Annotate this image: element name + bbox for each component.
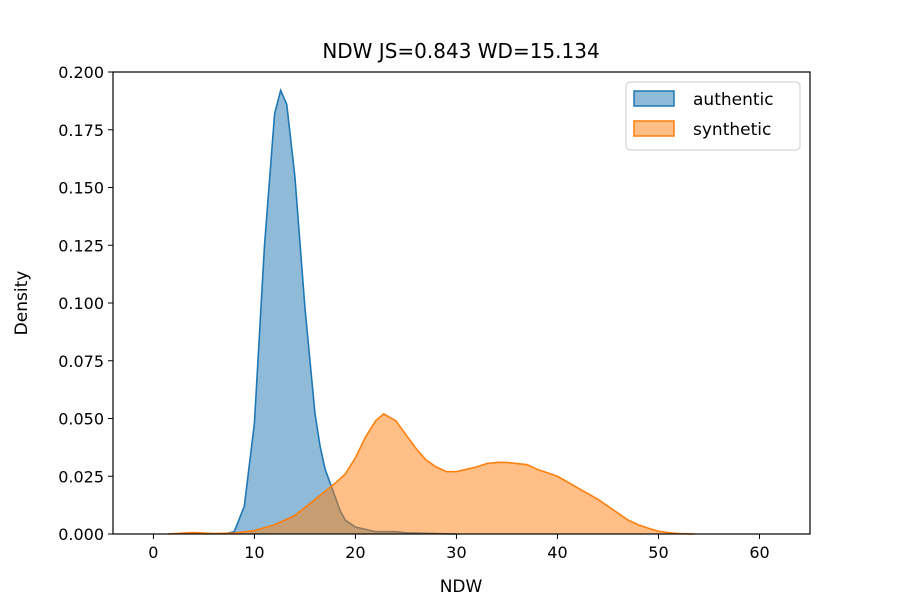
legend-label-authentic: authentic [693, 90, 774, 110]
x-axis-label: NDW [440, 577, 483, 597]
series-layer [168, 88, 694, 535]
y-tick-label: 0.100 [58, 294, 104, 313]
x-tick-label: 60 [749, 543, 769, 562]
legend-swatch-authentic [633, 90, 675, 107]
x-tick-label: 40 [547, 543, 567, 562]
y-tick-label: 0.000 [58, 525, 104, 544]
area-synthetic [168, 413, 694, 534]
chart-title: NDW JS=0.843 WD=15.134 [322, 39, 599, 63]
x-tick-label: 0 [148, 543, 158, 562]
legend: authentic synthetic [625, 81, 801, 151]
axes-layer: 0 10 20 30 40 50 60 0.000 0.025 0.050 0.075 0.100 0.… [58, 63, 769, 562]
x-tick-label: 20 [345, 543, 365, 562]
y-axis-label: Density [12, 271, 32, 336]
x-tick-label: 10 [244, 543, 264, 562]
y-tick-label: 0.075 [58, 352, 104, 371]
x-tick-label: 50 [648, 543, 668, 562]
y-tick-label: 0.025 [58, 467, 104, 486]
x-tick-label: 30 [446, 543, 466, 562]
y-tick-label: 0.175 [58, 121, 104, 140]
y-tick-label: 0.125 [58, 236, 104, 255]
y-tick-label: 0.050 [58, 410, 104, 429]
legend-label-synthetic: synthetic [693, 120, 771, 140]
area-authentic [224, 90, 457, 534]
line-synthetic [168, 412, 694, 535]
y-tick-label: 0.200 [58, 63, 104, 82]
y-tick-label: 0.150 [58, 179, 104, 198]
plot-frame [112, 71, 811, 535]
legend-swatch-synthetic [633, 120, 675, 137]
